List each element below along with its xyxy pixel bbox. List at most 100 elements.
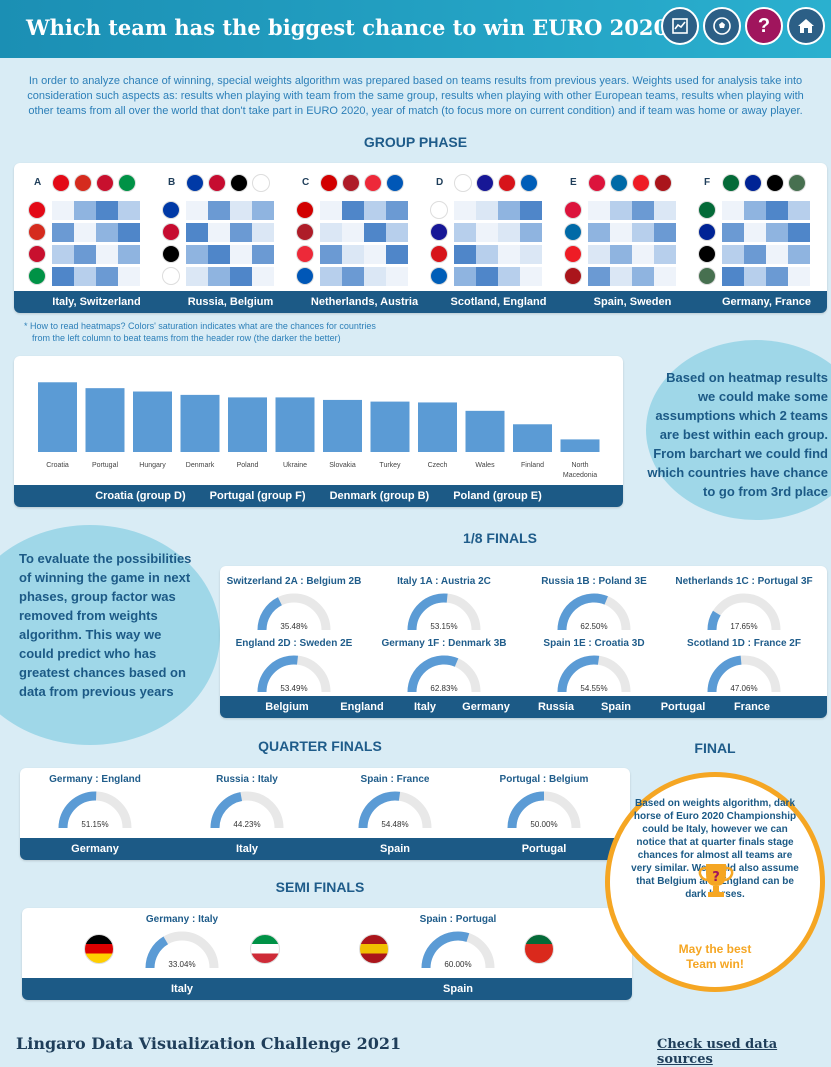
bar-tick-label: North — [571, 462, 588, 469]
flag-icon — [28, 245, 46, 263]
group-letter: A — [34, 177, 42, 188]
home-icon[interactable] — [787, 7, 825, 45]
heatmap-cell — [654, 201, 676, 220]
heatmap-cell — [320, 245, 342, 264]
gauge-chart — [407, 655, 481, 693]
heatmap-cell — [744, 245, 766, 264]
bar-turkey — [370, 401, 410, 452]
flag-icon — [520, 174, 538, 192]
group-winners-label: Italy, Switzerland — [52, 296, 141, 308]
heatmap-cell — [632, 267, 654, 286]
flag-icon — [230, 174, 248, 192]
bar-tick-label: Portugal — [92, 462, 119, 469]
heatmap-cell — [364, 201, 386, 220]
gauge-fill — [421, 931, 470, 969]
heatmap-cell — [252, 245, 274, 264]
chart-icon[interactable] — [661, 7, 699, 45]
bar-tick-label: Turkey — [379, 462, 401, 469]
note-line-2: from the left column to beat teams from … — [32, 333, 341, 343]
question-icon[interactable]: ? — [745, 7, 783, 45]
heatmap-cell — [342, 201, 364, 220]
flag-icon — [698, 223, 716, 241]
heatmap-cell — [252, 223, 274, 242]
flag-icon — [524, 934, 554, 964]
flag-icon — [208, 174, 226, 192]
bar-czech — [418, 402, 457, 452]
heatmap-cell — [364, 267, 386, 286]
group-a-block: A — [28, 171, 154, 291]
group-winners-label: Netherlands, Austria — [310, 296, 419, 308]
winner-label: Spain — [601, 701, 631, 713]
heatmap-cell — [454, 223, 476, 242]
semi-winners-bar: Italy Spain — [22, 978, 632, 1000]
group-winners-label: Germany, France — [721, 296, 812, 308]
bar-tick-label: Macedonia — [563, 472, 597, 479]
winner-label: Italy — [235, 843, 258, 855]
flag-icon — [162, 245, 180, 263]
gauge-fill — [507, 791, 545, 829]
gauge-value: 62.83% — [430, 684, 458, 693]
heatmap-cell — [52, 201, 74, 220]
gauge-chart — [707, 655, 781, 693]
gauge-chart — [257, 593, 331, 631]
intro-text: In order to analyze chance of winning, s… — [27, 75, 804, 117]
heatmap-cell — [766, 223, 788, 242]
heatmap-cell — [632, 223, 654, 242]
soccer-ball-icon[interactable] — [703, 7, 741, 45]
bar-croatia — [38, 382, 77, 452]
heatmap-cell — [454, 267, 476, 286]
group-winners-label: Spain, Sweden — [593, 296, 672, 308]
flag-icon — [74, 174, 92, 192]
data-sources-link[interactable]: Check used data sources — [657, 1037, 778, 1067]
flag-icon — [252, 174, 270, 192]
bar-hungary — [133, 391, 172, 452]
winner-label: France — [733, 701, 771, 713]
bar-ukraine — [275, 397, 315, 452]
heatmap-cell — [788, 201, 810, 220]
heatmap-cell — [588, 267, 610, 286]
heatmap-cell — [96, 267, 118, 286]
gauge-chart — [557, 593, 631, 631]
heatmap-cell — [722, 223, 744, 242]
heatmap-cell — [118, 245, 140, 264]
group-letter: B — [168, 177, 176, 188]
flag-icon — [788, 174, 806, 192]
third-place-team: Croatia (group D) — [95, 490, 186, 502]
heatmap-cell — [208, 201, 230, 220]
gauge-chart — [257, 655, 331, 693]
heatmap-cell — [386, 245, 408, 264]
note-line-1: * How to read heatmaps? Colors' saturati… — [24, 321, 376, 331]
match-label: Russia : Italy — [216, 774, 278, 785]
winner-label: Germany — [462, 701, 510, 713]
flag-icon — [588, 174, 606, 192]
heatmap-cell — [766, 267, 788, 286]
winner-label: Italy — [170, 983, 193, 995]
group-phase-title: GROUP PHASE — [363, 134, 468, 150]
gauge-chart — [557, 655, 631, 693]
heatmap-cell — [744, 267, 766, 286]
flag-icon — [96, 174, 114, 192]
group-winners-label: Scotland, England — [450, 296, 547, 308]
bar-chart-svg: Croatia Portugal Hungary Denmark Poland Ukrai… — [38, 382, 600, 479]
heatmap-cell — [52, 267, 74, 286]
heatmap-cell — [498, 267, 520, 286]
heatmap-note: * How to read heatmaps? Colors' saturati… — [24, 320, 424, 344]
winner-label: Spain — [443, 983, 473, 995]
heatmap-cell — [230, 201, 252, 220]
bar-tick-label: Poland — [237, 462, 259, 469]
heatmap-cell — [230, 245, 252, 264]
bubble-heatmap-text: Based on heatmap results we could make s… — [647, 370, 828, 499]
flag-icon — [744, 174, 762, 192]
gauge-value: 47.06% — [730, 684, 758, 693]
heatmap-cell — [230, 267, 252, 286]
gauge-fill — [707, 655, 742, 693]
flag-icon — [610, 174, 628, 192]
group-f-block: F — [698, 171, 824, 291]
flag-icon — [564, 223, 582, 241]
third-place-team: Poland (group E) — [453, 490, 542, 502]
gauge-value: 50.00% — [530, 820, 558, 829]
heatmap-cell — [364, 223, 386, 242]
gauge-value: 53.49% — [280, 684, 308, 693]
match-label: England 2D : Sweden 2E — [235, 638, 353, 649]
heatmap-cell — [766, 245, 788, 264]
